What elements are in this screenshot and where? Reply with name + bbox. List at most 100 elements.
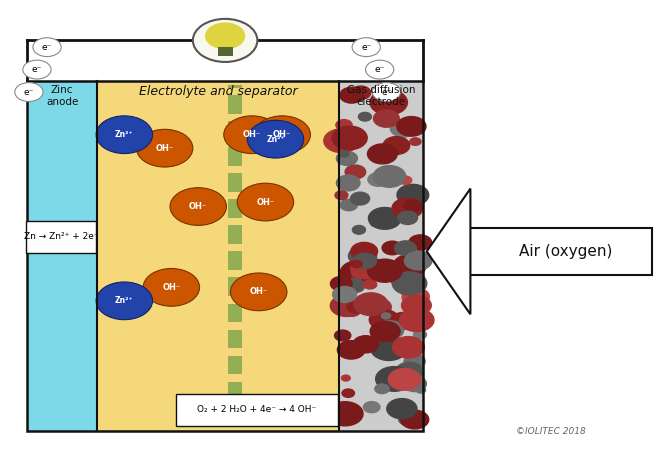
- Circle shape: [393, 255, 426, 277]
- Circle shape: [387, 399, 417, 419]
- Circle shape: [96, 282, 153, 320]
- Circle shape: [371, 220, 380, 226]
- Circle shape: [394, 241, 416, 255]
- Circle shape: [254, 116, 310, 154]
- Circle shape: [331, 277, 352, 291]
- Circle shape: [396, 117, 426, 136]
- Circle shape: [391, 277, 403, 286]
- Text: ©IOLITEC 2018: ©IOLITEC 2018: [516, 427, 586, 436]
- Circle shape: [410, 138, 421, 145]
- Circle shape: [403, 412, 411, 417]
- Text: OH⁻: OH⁻: [155, 144, 174, 153]
- Circle shape: [413, 264, 421, 269]
- Text: e⁻: e⁻: [361, 43, 372, 52]
- Circle shape: [143, 269, 200, 306]
- Circle shape: [376, 367, 413, 391]
- Circle shape: [335, 330, 351, 341]
- Text: Zn²⁺: Zn²⁺: [115, 130, 134, 139]
- Text: OH⁻: OH⁻: [189, 202, 208, 211]
- Circle shape: [400, 308, 434, 331]
- Circle shape: [364, 401, 380, 413]
- Circle shape: [347, 300, 366, 313]
- Bar: [228, 251, 242, 270]
- Circle shape: [341, 375, 350, 381]
- Circle shape: [351, 259, 381, 279]
- Circle shape: [352, 38, 380, 57]
- Circle shape: [224, 116, 280, 154]
- Circle shape: [353, 253, 376, 269]
- Circle shape: [352, 225, 366, 234]
- Bar: [228, 85, 242, 88]
- Bar: [228, 356, 242, 374]
- Bar: [228, 147, 242, 166]
- Text: OH⁻: OH⁻: [162, 283, 181, 292]
- Circle shape: [343, 304, 361, 317]
- Circle shape: [368, 207, 401, 229]
- Text: e⁻: e⁻: [42, 43, 52, 52]
- Circle shape: [388, 369, 421, 390]
- Circle shape: [351, 86, 371, 99]
- Circle shape: [354, 293, 388, 316]
- Text: Zn → Zn²⁺ + 2e⁻: Zn → Zn²⁺ + 2e⁻: [24, 232, 99, 241]
- Circle shape: [15, 83, 43, 101]
- Bar: [228, 330, 242, 348]
- Bar: [228, 382, 242, 401]
- Circle shape: [96, 116, 153, 154]
- Circle shape: [340, 87, 364, 103]
- Circle shape: [401, 410, 429, 429]
- Bar: [27, 81, 97, 431]
- Circle shape: [416, 387, 425, 393]
- Bar: [228, 121, 242, 140]
- Circle shape: [170, 188, 226, 225]
- Circle shape: [349, 247, 376, 265]
- Circle shape: [330, 295, 362, 317]
- Circle shape: [413, 189, 423, 195]
- Circle shape: [353, 336, 378, 353]
- Text: e⁻: e⁻: [24, 88, 34, 97]
- Bar: [27, 81, 423, 431]
- Circle shape: [370, 321, 400, 341]
- Circle shape: [351, 260, 362, 268]
- Bar: [97, 81, 339, 431]
- Bar: [228, 304, 242, 322]
- Circle shape: [405, 251, 432, 270]
- Circle shape: [327, 402, 363, 426]
- Text: O₂ + 2 H₂O + 4e⁻ → 4 OH⁻: O₂ + 2 H₂O + 4e⁻ → 4 OH⁻: [197, 405, 317, 414]
- FancyBboxPatch shape: [26, 221, 96, 253]
- Circle shape: [396, 362, 423, 381]
- Circle shape: [370, 310, 399, 330]
- Circle shape: [399, 176, 412, 185]
- Circle shape: [193, 19, 257, 62]
- Circle shape: [398, 211, 417, 224]
- Circle shape: [370, 336, 407, 361]
- FancyBboxPatch shape: [176, 394, 338, 426]
- Circle shape: [364, 298, 391, 317]
- Bar: [228, 199, 242, 218]
- Circle shape: [402, 295, 431, 315]
- Circle shape: [372, 83, 401, 101]
- Circle shape: [340, 261, 376, 285]
- Circle shape: [381, 370, 390, 376]
- Circle shape: [413, 330, 427, 339]
- Circle shape: [205, 22, 245, 49]
- Text: Zn²⁺: Zn²⁺: [266, 135, 285, 144]
- Circle shape: [398, 410, 422, 427]
- Circle shape: [343, 278, 365, 293]
- Circle shape: [339, 151, 349, 157]
- Text: OH⁻: OH⁻: [273, 130, 292, 139]
- Circle shape: [370, 90, 407, 115]
- Circle shape: [376, 321, 404, 339]
- Circle shape: [397, 185, 429, 206]
- Circle shape: [324, 129, 360, 153]
- Bar: [339, 81, 423, 431]
- Bar: [218, 47, 233, 56]
- Circle shape: [403, 376, 427, 392]
- Bar: [228, 277, 242, 296]
- Circle shape: [368, 259, 402, 282]
- Circle shape: [382, 94, 397, 104]
- Circle shape: [402, 288, 429, 306]
- Circle shape: [382, 313, 390, 319]
- Circle shape: [388, 263, 402, 272]
- Circle shape: [345, 165, 366, 179]
- Circle shape: [335, 191, 348, 200]
